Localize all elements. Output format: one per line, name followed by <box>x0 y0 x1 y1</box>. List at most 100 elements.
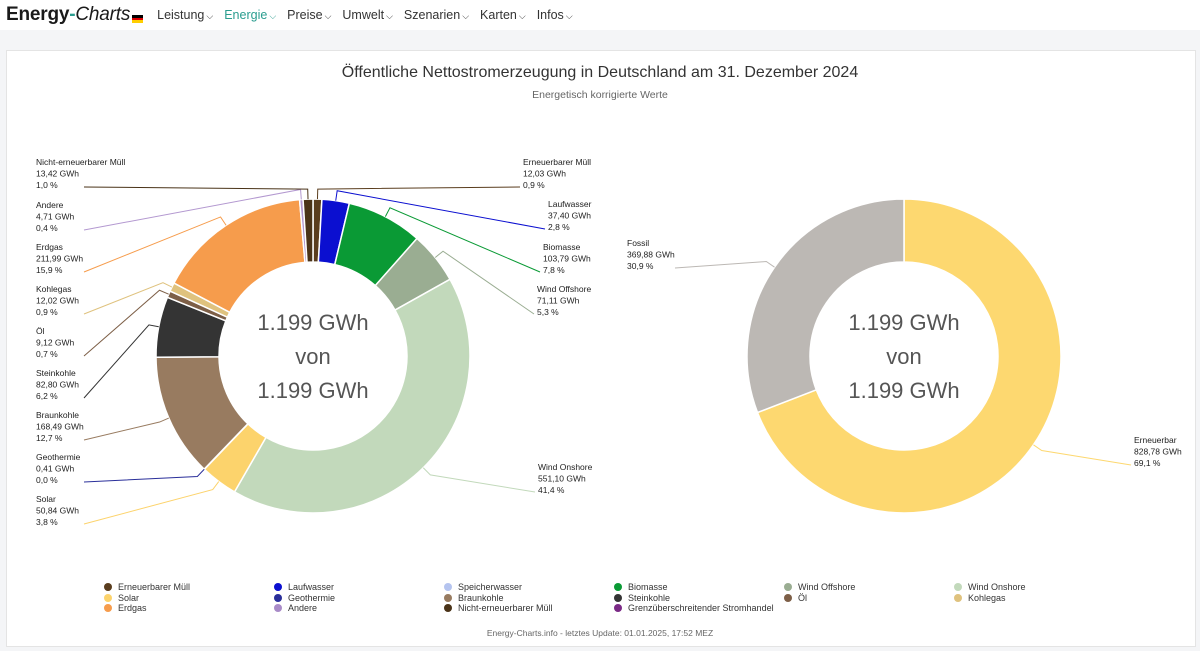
slice-label-value: 9,12 GWh <box>36 338 75 348</box>
slice-label-name: Wind Onshore <box>538 462 593 472</box>
nav-item-preise[interactable]: Preise ⌵ <box>287 8 331 22</box>
slice-label-value: 0,41 GWh <box>36 464 75 474</box>
slice-label-value: 828,78 GWh <box>1134 447 1182 457</box>
slice-label-value: 4,71 GWh <box>36 212 75 222</box>
connector-line <box>83 324 159 399</box>
slice-label-percent: 3,8 % <box>36 517 58 527</box>
legend-item[interactable]: Erdgas <box>104 603 274 614</box>
nav-item-infos[interactable]: Infos ⌵ <box>537 8 573 22</box>
connector-line <box>83 289 169 357</box>
nav-item-umwelt[interactable]: Umwelt ⌵ <box>342 8 393 22</box>
connector-line <box>83 481 220 525</box>
brand-logo[interactable]: Energy - Charts <box>6 4 144 26</box>
center-text: von <box>886 344 921 369</box>
legend-item[interactable]: Solar <box>104 593 274 604</box>
slice-label-name: Kohlegas <box>36 284 71 294</box>
nav-item-szenarien[interactable]: Szenarien ⌵ <box>404 8 469 22</box>
legend: Erneuerbarer Müll Laufwasser Speicherwasse… <box>104 582 1124 614</box>
legend-item[interactable]: Braunkohle <box>444 593 614 604</box>
brand-part-3: Charts <box>75 4 131 25</box>
legend-label: Wind Offshore <box>798 582 856 593</box>
legend-label: Erdgas <box>118 603 147 614</box>
nav-item-label: Preise <box>287 8 323 22</box>
connector-line <box>83 417 169 441</box>
chart-title: Öffentliche Nettostromerzeugung in Deuts… <box>341 64 859 81</box>
legend-item[interactable]: Erneuerbarer Müll <box>104 582 274 593</box>
slice-label-name: Fossil <box>627 238 649 248</box>
chevron-down-icon: ⌵ <box>386 11 393 21</box>
slice-label-percent: 1,0 % <box>36 180 58 190</box>
legend-item[interactable]: Speicherwasser <box>444 582 614 593</box>
slice-label-percent: 5,3 % <box>537 307 559 317</box>
slice-label-value: 103,79 GWh <box>543 254 591 264</box>
slice-label-percent: 7,8 % <box>543 265 565 275</box>
slice-label-percent: 41,4 % <box>538 485 565 495</box>
slice-label-name: Öl <box>36 326 45 336</box>
legend-item[interactable]: Grenzüberschreitender Stromhandel <box>614 603 784 614</box>
legend-item[interactable]: Nicht-erneuerbarer Müll <box>444 603 614 614</box>
slice-label-name: Biomasse <box>543 242 581 252</box>
center-text: 1.199 GWh <box>257 310 368 335</box>
nav-item-karten[interactable]: Karten ⌵ <box>480 8 526 22</box>
nav-item-label: Energie <box>224 8 268 22</box>
legend-swatch <box>274 583 282 592</box>
legend-item[interactable]: Steinkohle <box>614 593 784 604</box>
legend-item[interactable]: Andere <box>274 603 444 614</box>
slice-label-percent: 15,9 % <box>36 265 63 275</box>
nav-item-label: Karten <box>480 8 517 22</box>
center-text: von <box>295 344 330 369</box>
slice-label-value: 13,42 GWh <box>36 169 79 179</box>
slice-label-percent: 12,7 % <box>36 433 63 443</box>
legend-swatch <box>954 593 962 602</box>
center-text: 1.199 GWh <box>257 378 368 403</box>
legend-label: Biomasse <box>628 582 668 593</box>
legend-item[interactable]: Wind Offshore <box>784 582 954 593</box>
legend-item[interactable]: Laufwasser <box>274 582 444 593</box>
legend-item[interactable]: Biomasse <box>614 582 784 593</box>
donut-slice-fossil <box>746 198 905 414</box>
nav-item-leistung[interactable]: Leistung ⌵ <box>157 8 213 22</box>
legend-label: Steinkohle <box>628 592 671 603</box>
slice-label-percent: 6,2 % <box>36 391 58 401</box>
legend-label: Öl <box>798 592 807 603</box>
nav-item-energie[interactable]: Energie ⌵ <box>224 8 276 22</box>
slice-label-value: 369,88 GWh <box>627 250 675 260</box>
nav-item-label: Infos <box>536 8 564 22</box>
legend-swatch <box>444 604 452 613</box>
legend-swatch <box>954 583 962 592</box>
nav-item-label: Szenarien <box>403 8 461 22</box>
center-text: 1.199 GWh <box>848 310 959 335</box>
legend-item[interactable]: Geothermie <box>274 593 444 604</box>
legend-swatch <box>784 583 792 592</box>
slice-label-percent: 69,1 % <box>1134 458 1161 468</box>
connector-line <box>434 250 535 315</box>
nav-item-label: Umwelt <box>342 8 385 22</box>
slice-label-percent: 0,7 % <box>36 349 58 359</box>
legend-item[interactable]: Öl <box>784 593 954 604</box>
legend-label: Kohlegas <box>968 592 1006 603</box>
connector-line <box>83 282 173 315</box>
german-flag-icon <box>132 15 144 23</box>
legend-item[interactable]: Wind Onshore <box>954 582 1124 593</box>
legend-swatch <box>274 593 282 602</box>
legend-label: Grenzüberschreitender Stromhandel <box>628 603 774 614</box>
legend-swatch <box>104 583 112 592</box>
slice-label-name: Nicht-erneuerbarer Müll <box>36 157 125 167</box>
chart-subtitle: Energetisch korrigierte Werte <box>532 89 668 101</box>
footer-update-info: Energy-Charts.info - letztes Update: 01.… <box>486 628 714 638</box>
brand-part-2: - <box>69 4 76 25</box>
legend-label: Solar <box>118 592 140 603</box>
slice-label-name: Erdgas <box>36 242 63 252</box>
connector-line <box>83 468 205 483</box>
connector-line <box>384 207 541 273</box>
legend-item[interactable]: Kohlegas <box>954 593 1124 604</box>
